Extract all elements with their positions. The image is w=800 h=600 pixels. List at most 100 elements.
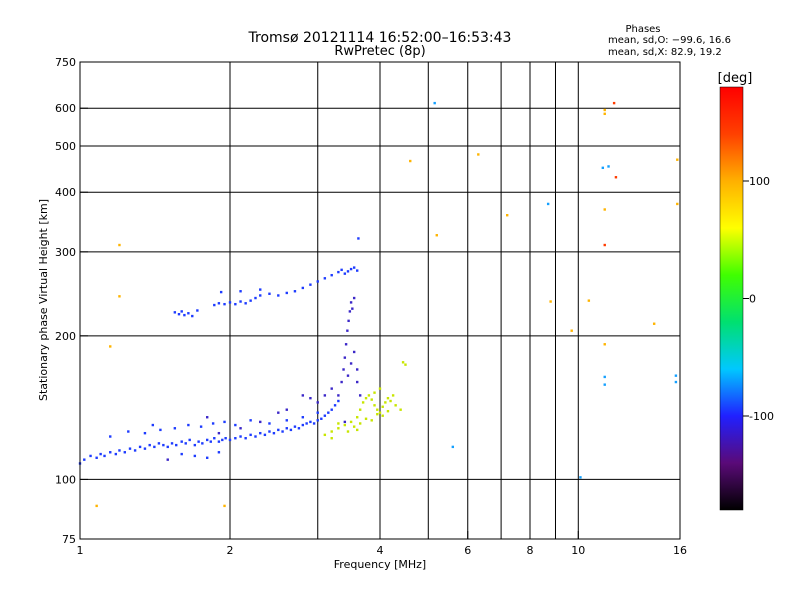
data-point	[330, 437, 333, 440]
data-point	[340, 380, 343, 384]
data-point	[259, 294, 262, 297]
y-axis-ticks: 75 100 200 300 400 500 600 750	[55, 56, 88, 546]
data-point	[209, 440, 212, 443]
data-point	[249, 299, 252, 302]
data-point	[166, 445, 169, 449]
data-point	[364, 417, 368, 420]
data-point	[201, 442, 204, 445]
data-point	[159, 428, 162, 432]
data-point	[433, 101, 436, 105]
data-point	[289, 428, 293, 432]
data-point	[249, 419, 252, 422]
data-point	[337, 422, 340, 425]
data-point	[401, 361, 405, 364]
data-point	[191, 314, 194, 318]
data-point	[99, 452, 102, 456]
data-point	[175, 443, 178, 447]
data-point	[330, 408, 333, 411]
data-point	[347, 319, 350, 323]
data-point	[297, 427, 301, 430]
data-point	[378, 411, 382, 414]
data-point	[223, 302, 226, 306]
data-point	[228, 301, 232, 304]
data-point	[386, 409, 390, 413]
x-tick-label: 2	[227, 544, 234, 557]
data-point	[381, 414, 384, 417]
phases-heading: Phases	[625, 24, 660, 35]
data-point	[199, 425, 203, 428]
data-point	[177, 312, 181, 316]
x-tick-label: 8	[527, 544, 534, 557]
data-point	[223, 420, 226, 424]
data-point	[166, 458, 169, 461]
data-point	[228, 438, 232, 442]
data-point	[223, 504, 226, 508]
data-point	[391, 394, 395, 397]
data-point	[612, 101, 616, 105]
data-point	[505, 214, 509, 217]
data-point	[95, 504, 98, 508]
data-point	[355, 368, 359, 371]
data-point	[244, 437, 247, 440]
data-point	[109, 435, 112, 438]
data-point	[277, 411, 280, 414]
data-point	[361, 401, 365, 404]
data-point	[263, 433, 267, 437]
data-point	[451, 445, 455, 449]
data-point	[309, 420, 312, 424]
data-point	[217, 431, 221, 435]
data-point	[570, 329, 573, 332]
data-point	[330, 273, 333, 277]
data-point	[603, 375, 606, 379]
data-point	[162, 443, 165, 447]
data-point	[316, 411, 319, 414]
data-point	[197, 440, 200, 443]
data-point	[244, 302, 247, 305]
data-point	[349, 362, 353, 365]
data-point	[221, 438, 224, 442]
data-point	[234, 302, 237, 306]
data-point	[103, 454, 106, 458]
data-point	[180, 310, 183, 313]
data-point	[109, 345, 112, 348]
data-point	[123, 451, 126, 454]
data-point	[196, 309, 199, 312]
x-tick-label: 16	[673, 544, 687, 557]
data-point	[114, 452, 118, 456]
data-point	[316, 280, 319, 283]
data-point	[333, 404, 337, 407]
data-point	[346, 270, 350, 273]
data-point	[607, 165, 610, 168]
data-point	[268, 292, 271, 295]
x-tick-label: 10	[571, 544, 585, 557]
data-point	[351, 307, 354, 310]
data-point	[355, 428, 359, 432]
data-point	[118, 295, 121, 298]
data-point	[95, 456, 98, 459]
data-point	[109, 451, 112, 454]
data-point	[316, 419, 319, 422]
data-point	[352, 425, 356, 428]
data-point	[184, 442, 187, 445]
data-point	[193, 443, 197, 447]
data-point	[384, 401, 387, 404]
data-point	[254, 296, 257, 300]
data-point	[170, 442, 174, 445]
data-point	[118, 243, 121, 247]
data-point	[193, 454, 197, 458]
data-point	[312, 422, 316, 425]
x-tick-label: 4	[377, 544, 384, 557]
data-point	[330, 430, 333, 433]
data-point	[355, 416, 359, 419]
data-point	[399, 408, 402, 411]
data-point	[323, 394, 327, 397]
colorbar: [deg] -100 0 100	[718, 71, 774, 511]
data-point	[674, 380, 678, 384]
chart-subtitle: RwPretec (8p)	[334, 44, 425, 59]
data-point	[409, 159, 412, 163]
colorbar-tick-label: 100	[749, 175, 770, 188]
data-point	[205, 416, 209, 419]
data-point	[187, 423, 190, 427]
data-point	[614, 176, 618, 179]
data-point	[234, 437, 237, 440]
